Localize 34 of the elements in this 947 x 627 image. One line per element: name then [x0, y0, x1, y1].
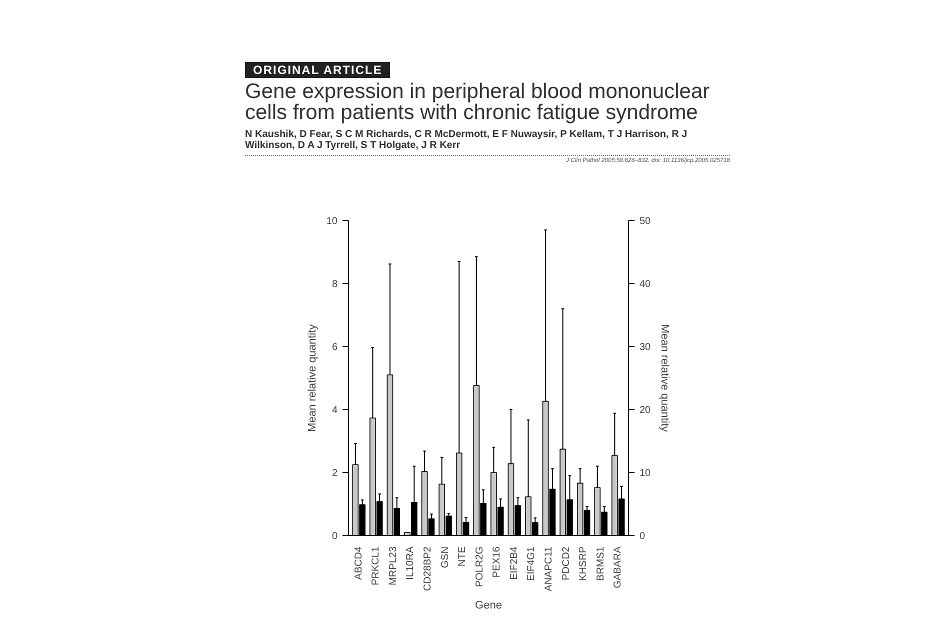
y2-tick-label: 40: [640, 279, 652, 290]
x-tick-label: PRKCL1: [370, 546, 382, 586]
text: ORIGINAL ARTICLE: [245, 62, 390, 78]
x-tick-label: GSN: [440, 546, 451, 568]
y2-tick-label: 20: [640, 405, 652, 416]
y-tick-label: 4: [332, 405, 338, 416]
chart-title: Gene expression in peripheral blood mononuclear cells from patients with chronic fatigue syndrome: [245, 80, 711, 124]
x-tick-label: GABARA: [612, 546, 624, 588]
y-tick-label: 8: [332, 279, 338, 290]
x-tick-label: BRMS1: [595, 546, 606, 581]
x-axis-title: Gene: [475, 599, 502, 612]
x-tick-label: NTE: [457, 546, 468, 566]
y2-axis-title: Mean relative quantity: [658, 324, 671, 432]
x-tick-label: POLR2G: [474, 546, 486, 588]
y-tick-label: 6: [332, 342, 338, 353]
chart-subtitle: N Kaushik, D Fear, S C M Richards, C R McDermott, E F Nuwaysir, P Kellam, T J Harrison, R J Wilkinson, D A J Tyrrell, S T Holgate, J R Kerr: [245, 129, 688, 152]
x-tick-label: EIF2B4: [508, 546, 520, 580]
y2-tick-label: 10: [640, 468, 652, 479]
x-tick-label: ANAPC11: [543, 546, 554, 592]
y2-tick-label: 0: [640, 531, 646, 542]
x-tick-label: ABCD4: [353, 546, 364, 580]
y-tick-label: 10: [326, 216, 338, 227]
x-tick-label: MRPL23: [388, 546, 399, 586]
x-tick-label: IL10RA: [405, 546, 416, 580]
y-axis-title: Mean relative quantity: [306, 324, 318, 432]
x-tick-label: PEX16: [492, 546, 503, 578]
x-tick-label: CD28BP2: [422, 546, 434, 591]
x-tick-label: EIF4G1: [526, 546, 538, 581]
y-tick-label: 2: [332, 468, 338, 479]
x-tick-label: PDCD2: [560, 546, 572, 580]
y-tick-label: 0: [332, 531, 338, 542]
y2-tick-label: 50: [640, 216, 652, 227]
x-tick-label: KHSRP: [578, 546, 590, 581]
y2-tick-label: 30: [640, 342, 652, 353]
